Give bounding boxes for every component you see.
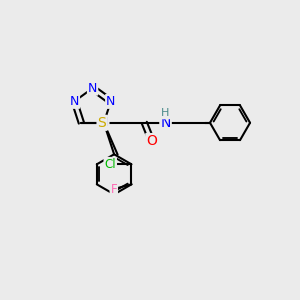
Text: N: N [99,116,109,129]
Text: O: O [146,134,157,148]
Text: N: N [160,116,171,130]
Text: N: N [70,95,79,108]
Text: N: N [106,95,116,108]
Text: H: H [161,108,170,118]
Text: N: N [88,82,97,95]
Text: S: S [98,116,106,130]
Text: Cl: Cl [104,158,116,171]
Text: F: F [110,182,117,196]
